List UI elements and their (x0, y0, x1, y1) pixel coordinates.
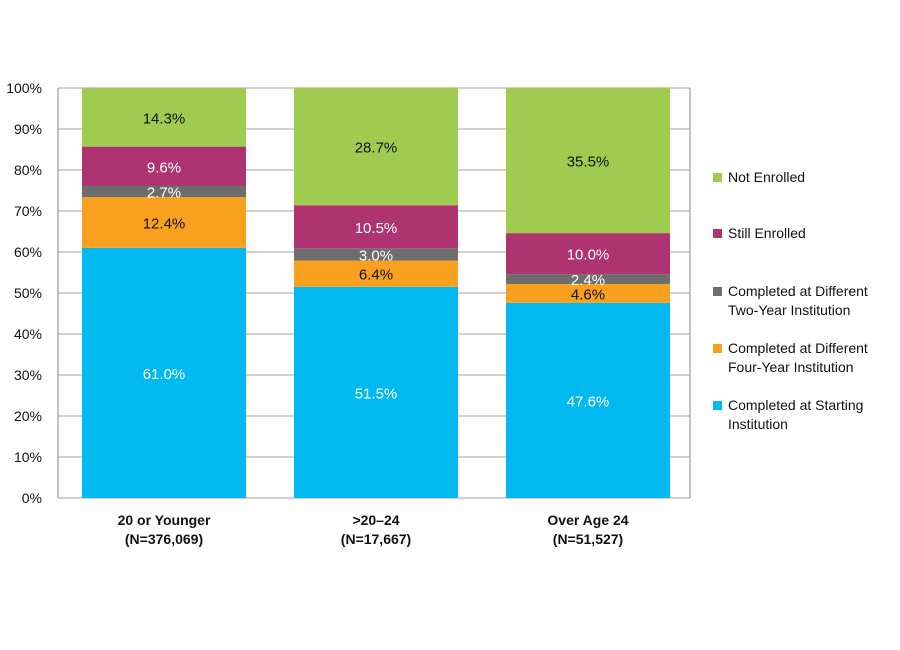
data-label: 51.5% (355, 385, 398, 402)
x-category-label: 20 or Younger (118, 512, 211, 528)
legend-label: Completed at Different (728, 283, 868, 299)
legend-label: Institution (728, 416, 788, 432)
x-category-label: Over Age 24 (547, 512, 628, 528)
legend-label: Completed at Different (728, 340, 868, 356)
bar-segment (506, 274, 670, 284)
data-label: 47.6% (567, 393, 610, 410)
y-tick-label: 100% (6, 80, 42, 96)
y-tick-label: 10% (14, 449, 42, 465)
data-label: 4.6% (571, 286, 605, 303)
y-tick-label: 20% (14, 408, 42, 424)
bar-segment (294, 248, 458, 261)
data-label: 12.4% (143, 215, 186, 232)
legend-label: Not Enrolled (728, 169, 805, 185)
legend-label: Still Enrolled (728, 225, 806, 241)
y-tick-label: 70% (14, 203, 42, 219)
bar-segment (82, 247, 246, 498)
data-label: 35.5% (567, 153, 610, 170)
y-tick-label: 40% (14, 326, 42, 342)
bar-segment (82, 88, 246, 147)
y-tick-label: 30% (14, 367, 42, 383)
data-label: 10.5% (355, 220, 398, 237)
data-label: 6.4% (359, 267, 393, 284)
bar-segment (82, 197, 246, 248)
x-category-label: (N=376,069) (125, 531, 203, 547)
bar-segment (506, 302, 670, 498)
data-label: 9.6% (147, 159, 181, 176)
y-tick-label: 60% (14, 244, 42, 260)
legend-swatch (713, 173, 722, 182)
bar-segment (294, 286, 458, 498)
legend-label: Four-Year Institution (728, 359, 854, 375)
bar-segment (294, 260, 458, 287)
x-category-label: (N=17,667) (341, 531, 411, 547)
legend-label: Two-Year Institution (728, 302, 850, 318)
data-label: 2.7% (147, 185, 181, 202)
y-tick-label: 50% (14, 285, 42, 301)
legend-swatch (713, 344, 722, 353)
data-label: 2.4% (571, 272, 605, 289)
bar-segment (506, 283, 670, 303)
data-label: 28.7% (355, 139, 398, 156)
y-tick-label: 90% (14, 121, 42, 137)
x-category-label: (N=51,527) (553, 531, 623, 547)
data-label: 61.0% (143, 366, 186, 383)
y-tick-label: 80% (14, 162, 42, 178)
legend-label: Completed at Starting (728, 397, 863, 413)
bar-segment (82, 185, 246, 198)
legend-swatch (713, 229, 722, 238)
bar-segment (294, 87, 458, 206)
bar-segment (506, 87, 670, 234)
legend-swatch (713, 287, 722, 296)
bar-segment (82, 146, 246, 186)
data-label: 10.0% (567, 247, 610, 264)
x-category-label: >20–24 (352, 512, 399, 528)
data-label: 14.3% (143, 110, 186, 127)
data-label: 3.0% (359, 247, 393, 264)
y-tick-label: 0% (22, 490, 42, 506)
bar-segment (506, 233, 670, 275)
legend-swatch (713, 401, 722, 410)
bar-segment (294, 205, 458, 249)
